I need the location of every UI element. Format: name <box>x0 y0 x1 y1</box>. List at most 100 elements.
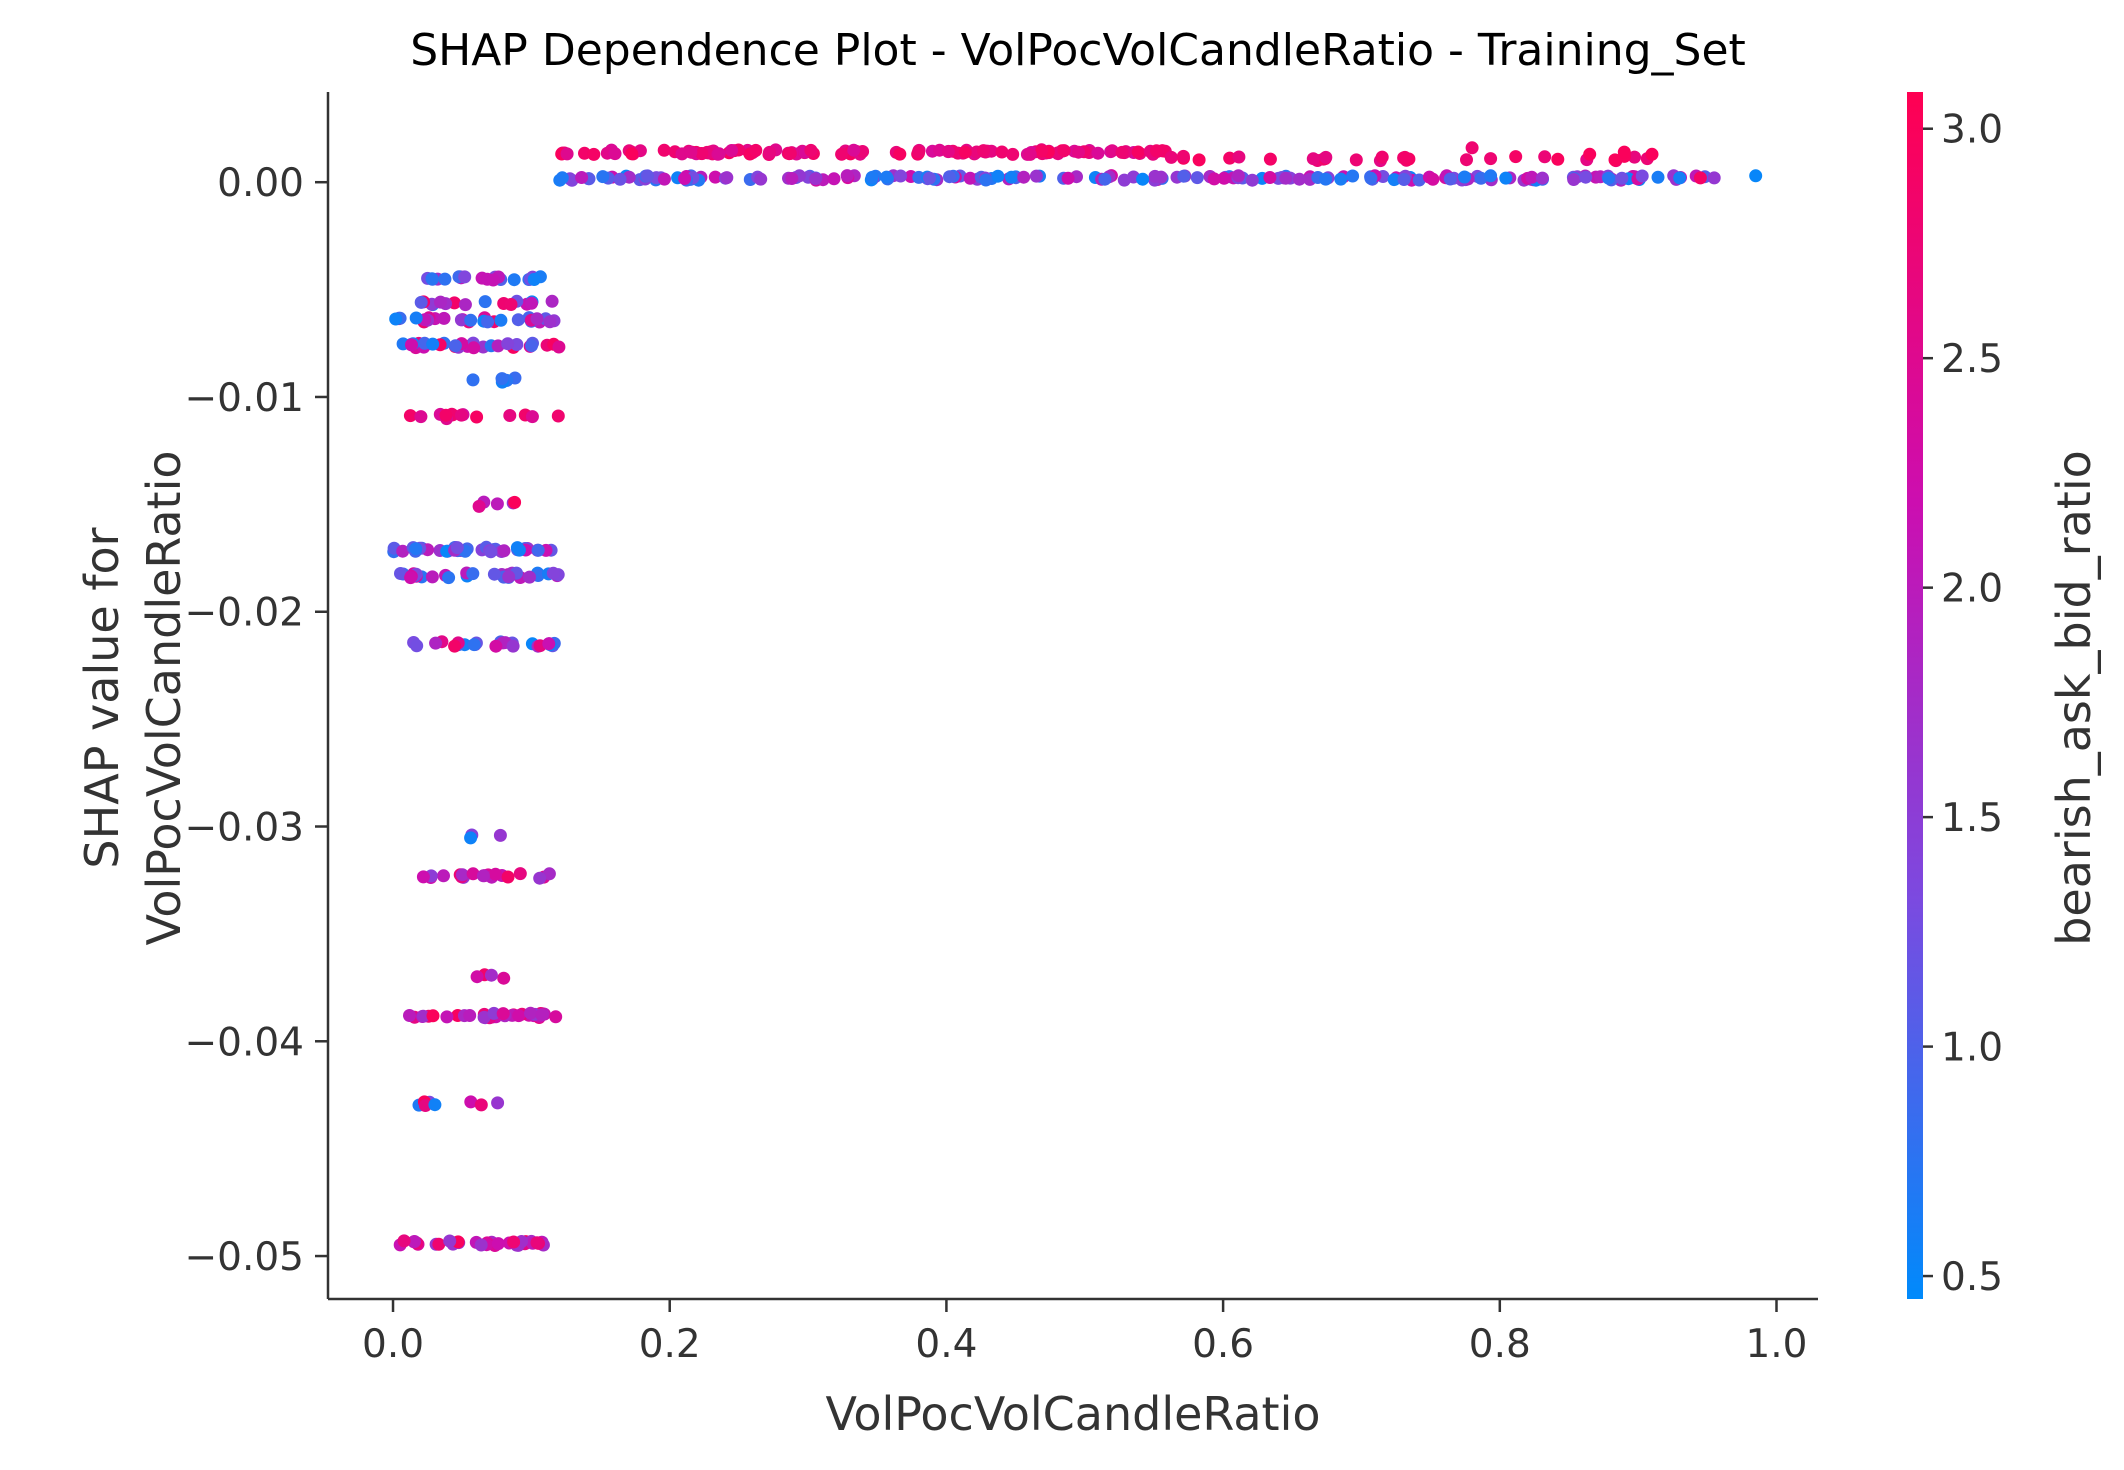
data-point <box>809 172 823 186</box>
data-point <box>545 294 559 308</box>
data-point <box>847 143 861 157</box>
data-point <box>491 1237 505 1251</box>
x-axis-ticks: 0.0 0.2 0.4 0.6 0.8 1.0 <box>362 1299 1808 1367</box>
data-point <box>507 1235 521 1249</box>
data-point <box>513 867 527 881</box>
colorbar-tick-label: 0.5 <box>1941 1255 2003 1300</box>
data-point <box>1673 171 1687 185</box>
data-point <box>1177 169 1191 183</box>
data-point <box>958 145 972 159</box>
data-point <box>943 170 956 184</box>
data-point <box>1707 171 1721 185</box>
data-point <box>1458 170 1471 184</box>
data-point <box>783 147 797 160</box>
data-point <box>1412 173 1426 187</box>
data-point <box>504 298 518 311</box>
data-point <box>467 341 481 355</box>
colorbar-tick-label: 3.0 <box>1941 108 2003 153</box>
data-point <box>708 170 722 184</box>
data-point <box>508 495 522 509</box>
data-point <box>835 147 849 161</box>
data-point <box>425 272 439 286</box>
data-point <box>963 171 977 185</box>
data-point <box>1551 152 1565 166</box>
data-point <box>477 1010 491 1024</box>
data-point <box>1176 149 1190 163</box>
data-point <box>1279 171 1293 185</box>
data-point <box>1105 144 1119 158</box>
data-point <box>442 571 456 585</box>
data-point <box>1535 171 1549 185</box>
data-point <box>695 147 709 161</box>
data-point <box>496 1007 510 1021</box>
x-tick-label: 0.4 <box>915 1322 977 1367</box>
data-point <box>587 147 601 161</box>
data-point <box>763 145 776 159</box>
chart-title: SHAP Dependence Plot - VolPocVolCandleRa… <box>410 25 1746 76</box>
data-point <box>1263 171 1277 184</box>
data-point <box>489 867 502 881</box>
data-point <box>458 270 472 284</box>
data-point <box>575 171 589 184</box>
data-point <box>1484 152 1498 166</box>
data-point <box>1061 171 1075 185</box>
data-point <box>448 339 462 353</box>
data-point <box>491 1096 505 1110</box>
data-point <box>470 970 484 984</box>
data-point <box>437 311 451 325</box>
data-point <box>531 543 545 557</box>
data-point <box>712 147 726 161</box>
data-point <box>1465 141 1479 155</box>
data-point <box>502 570 516 584</box>
data-point <box>894 169 908 183</box>
data-point <box>487 567 501 581</box>
data-point <box>484 545 498 559</box>
data-point <box>1057 144 1071 158</box>
data-point <box>552 340 566 354</box>
data-point <box>416 1009 430 1023</box>
data-point <box>678 172 692 185</box>
colorbar-label: bearish_ask_bid_ratio <box>2047 450 2101 946</box>
data-point <box>425 570 439 584</box>
data-point <box>458 298 472 312</box>
data-point <box>922 171 936 185</box>
data-point <box>524 1006 537 1020</box>
scatter-points <box>387 141 1763 1252</box>
data-point <box>1232 150 1246 164</box>
y-axis-ticks: 0.00 −0.01 −0.02 −0.03 −0.04 −0.05 <box>184 161 328 1280</box>
data-point <box>1006 147 1020 161</box>
data-point <box>497 971 511 985</box>
data-point <box>466 867 480 881</box>
y-axis-label-line-2: VolPocVolCandleRatio <box>137 450 191 945</box>
data-point <box>551 409 565 423</box>
data-point <box>543 315 557 329</box>
y-tick-label: −0.01 <box>184 376 304 421</box>
data-point <box>1346 169 1360 183</box>
data-point <box>472 499 486 513</box>
data-point <box>426 1009 440 1023</box>
data-point <box>1150 144 1163 158</box>
data-point <box>1499 171 1513 185</box>
data-point <box>1509 150 1523 164</box>
colorbar-ticks: 0.5 1.0 1.5 2.0 2.5 3.0 <box>1923 108 2003 1300</box>
data-point <box>1035 144 1049 158</box>
data-point <box>511 313 525 327</box>
x-tick-label: 0.6 <box>1192 1322 1254 1367</box>
data-point <box>754 172 768 186</box>
data-point <box>657 143 671 157</box>
data-point <box>865 170 879 184</box>
data-point <box>657 172 671 186</box>
data-point <box>409 542 423 556</box>
data-point <box>546 566 560 580</box>
data-point <box>437 869 450 883</box>
data-point <box>438 272 452 286</box>
data-point <box>409 311 423 325</box>
data-point <box>1231 169 1245 183</box>
data-point <box>418 1099 432 1112</box>
data-point <box>608 147 622 161</box>
x-tick-label: 0.8 <box>1469 1322 1531 1367</box>
data-point <box>1615 171 1629 185</box>
data-point <box>405 338 418 352</box>
data-point <box>1349 153 1363 167</box>
data-point <box>484 968 498 982</box>
